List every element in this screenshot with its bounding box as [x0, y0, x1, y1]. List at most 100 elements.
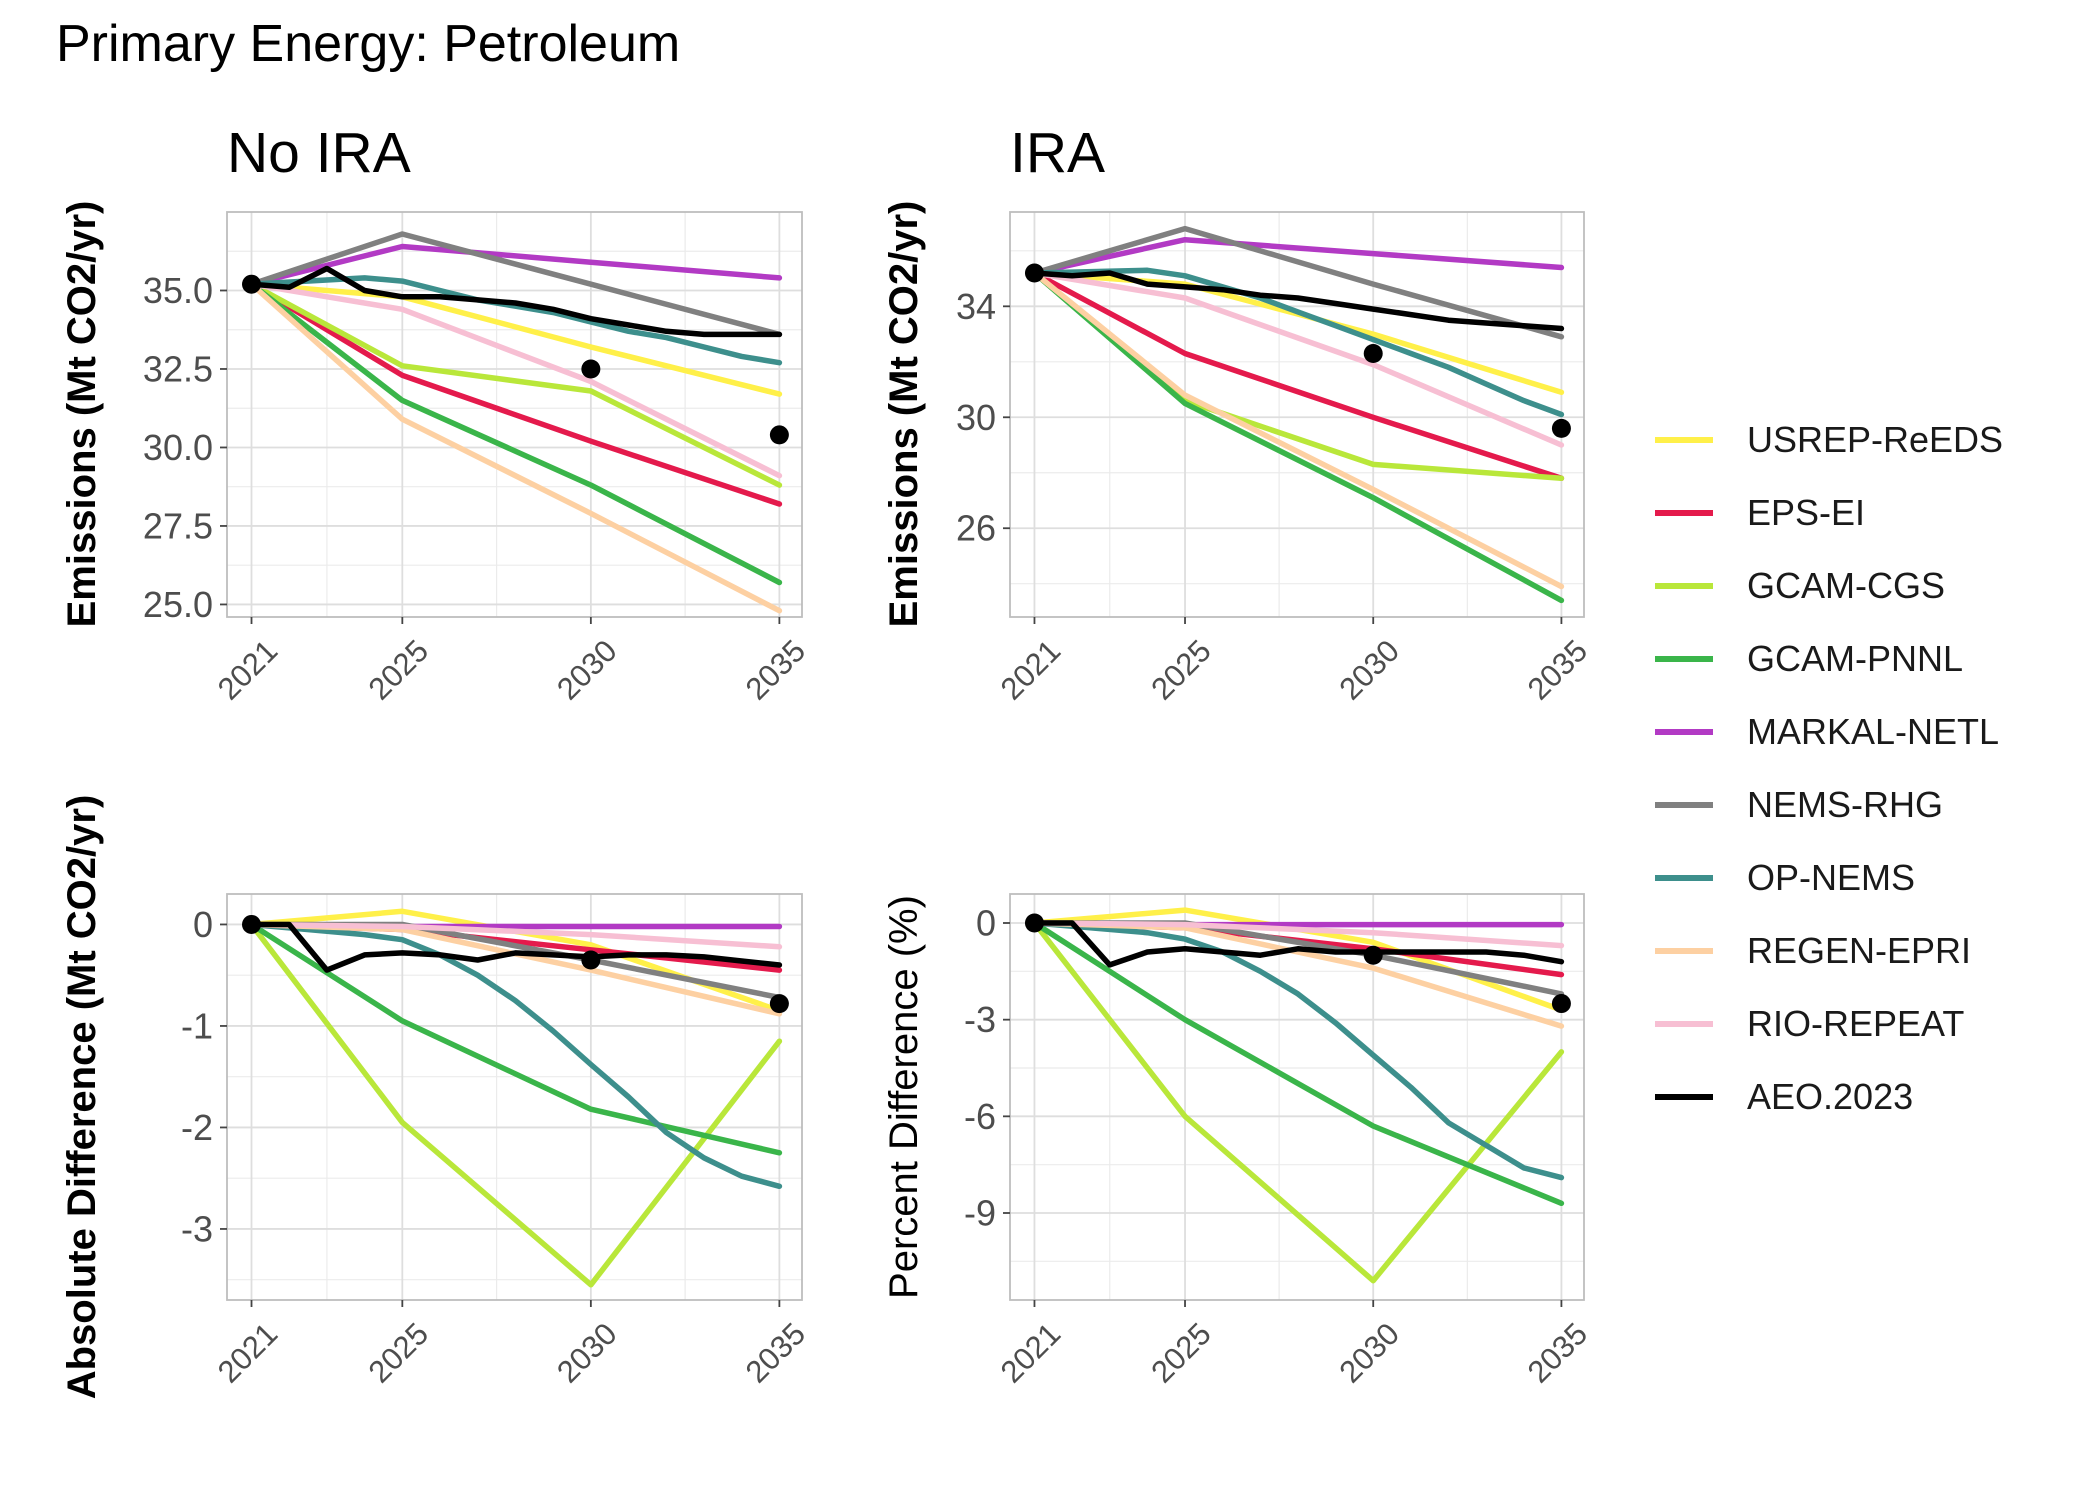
data-point [1551, 994, 1571, 1014]
data-point [769, 425, 789, 445]
x-tick-label: 2021 [211, 1316, 285, 1390]
legend-label: EPS-EI [1747, 492, 1866, 533]
series-line-OP-NEMS [248, 921, 783, 1190]
data-point [1024, 913, 1044, 933]
series-line-USREP-ReEDS [248, 281, 783, 397]
x-tick-label: 2021 [994, 1316, 1068, 1390]
panel-title: IRA [1010, 121, 1105, 185]
series-line-AEO.2023 [248, 265, 783, 338]
y-axis-label: Emissions (Mt CO2/yr) [60, 201, 104, 628]
x-tick-label: 2021 [211, 633, 285, 707]
y-axis-label: Percent Difference (%) [882, 895, 926, 1299]
x-tick-label: 2030 [550, 1316, 624, 1390]
y-tick-label: 0 [193, 904, 213, 945]
panel-1: 2021 2025 2030 2035 25.0 27.5 30.0 32.5 35.0 No I… [60, 121, 812, 707]
data-point [1551, 418, 1571, 438]
y-tick-label: -9 [964, 1193, 996, 1234]
series-line-AEO.2023 [1031, 920, 1565, 968]
legend-swatch [1655, 656, 1713, 662]
panel-2: 2021 2025 2030 2035 26 30 34 IRA Emissions (Mt C… [882, 121, 1594, 707]
y-tick-label: 0 [976, 903, 996, 944]
data-point [581, 359, 601, 379]
x-tick-label: 2025 [362, 633, 436, 707]
series-line-OP-NEMS [248, 275, 783, 366]
y-tick-label: -1 [181, 1005, 213, 1046]
series-line-NEMS-RHG [1031, 225, 1565, 340]
series-line-GCAM-CGS [1031, 270, 1565, 482]
series-line-EPS-EI [248, 281, 783, 507]
data-point [1024, 263, 1044, 283]
data-point [242, 914, 262, 934]
series-line-RIO-REPEAT [1031, 920, 1565, 949]
data-point [581, 950, 601, 970]
series-line-GCAM-PNNL [1031, 920, 1565, 1207]
y-tick-label: -2 [181, 1107, 213, 1148]
series-line-OP-NEMS [1031, 920, 1565, 1181]
panel-border [226, 211, 803, 618]
series-line-EPS-EI [1031, 270, 1565, 482]
panel-3: 2021 2025 2030 2035 -3 -2 -1 0 Absolute Differen… [60, 795, 812, 1400]
y-tick-label: 34 [956, 286, 996, 327]
series-line-MARKAL-NETL [248, 243, 783, 287]
series-line-GCAM-PNNL [248, 281, 783, 586]
legend-label: MARKAL-NETL [1747, 711, 2000, 752]
series-line-GCAM-CGS [248, 921, 783, 1288]
series-line-MARKAL-NETL [1031, 236, 1565, 276]
y-tick-label: -3 [964, 999, 996, 1040]
x-tick-label: 2035 [1521, 633, 1595, 707]
legend-swatch [1655, 802, 1713, 808]
x-tick-label: 2035 [739, 633, 813, 707]
legend-swatch [1655, 583, 1713, 589]
y-axis-label: Absolute Difference (Mt CO2/yr) [60, 795, 104, 1400]
legend-label: GCAM-CGS [1747, 565, 1945, 606]
series-line-USREP-ReEDS [1031, 270, 1565, 396]
data-point [242, 274, 262, 294]
y-tick-label: 27.5 [143, 505, 213, 546]
x-tick-label: 2025 [1144, 633, 1218, 707]
legend-label: OP-NEMS [1747, 857, 1916, 898]
data-point [1363, 945, 1383, 965]
series-line-GCAM-PNNL [1031, 270, 1565, 604]
y-tick-label: 35.0 [143, 270, 213, 311]
y-tick-label: -3 [181, 1208, 213, 1249]
legend-swatch [1655, 437, 1713, 443]
x-tick-label: 2030 [1332, 633, 1406, 707]
legend-label: AEO.2023 [1747, 1076, 1914, 1117]
x-tick-label: 2035 [739, 1316, 813, 1390]
series-line-RIO-REPEAT [1031, 270, 1565, 448]
y-tick-label: 26 [956, 508, 996, 549]
legend-label: RIO-REPEAT [1747, 1003, 1965, 1044]
series-line-NEMS-RHG [248, 231, 783, 338]
y-axis-label: Emissions (Mt CO2/yr) [882, 201, 926, 628]
series-line-AEO.2023 [248, 921, 783, 973]
x-tick-label: 2025 [362, 1316, 436, 1390]
series-line-AEO.2023 [1031, 270, 1565, 332]
panel-border [226, 893, 803, 1301]
legend-label: REGEN-EPRI [1747, 930, 1972, 971]
y-tick-label: 32.5 [143, 348, 213, 389]
legend-swatch [1655, 510, 1713, 516]
legend-label: USREP-ReEDS [1747, 419, 2004, 460]
series-line-GCAM-CGS [248, 281, 783, 488]
legend-swatch [1655, 1021, 1713, 1027]
y-tick-label: 25.0 [143, 584, 213, 625]
legend-swatch [1655, 1094, 1713, 1100]
panel-border [1009, 211, 1585, 618]
x-tick-label: 2030 [1332, 1316, 1406, 1390]
legend-swatch [1655, 729, 1713, 735]
figure-title: Primary Energy: Petroleum [56, 15, 681, 73]
panel-title: No IRA [227, 121, 411, 185]
panel-4: 2021 2025 2030 2035 -9 -6 -3 0 Percent Differenc… [882, 893, 1594, 1390]
data-point [1363, 343, 1383, 363]
y-tick-label: -6 [964, 1096, 996, 1137]
legend-label: GCAM-PNNL [1747, 638, 1964, 679]
y-tick-label: 30 [956, 397, 996, 438]
series-line-RIO-REPEAT [248, 281, 783, 479]
y-tick-label: 30.0 [143, 427, 213, 468]
legend-label: NEMS-RHG [1747, 784, 1943, 825]
panel-border [1009, 893, 1585, 1301]
legend-swatch [1655, 875, 1713, 881]
x-tick-label: 2021 [994, 633, 1068, 707]
